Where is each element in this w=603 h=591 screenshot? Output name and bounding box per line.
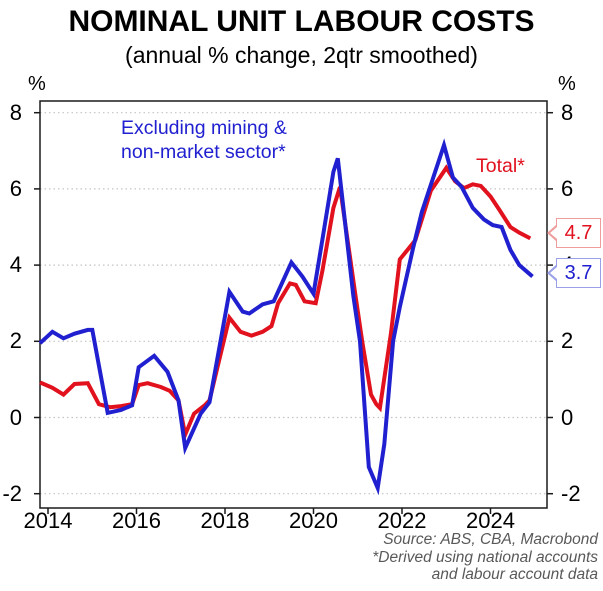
callout-arrow-left-icon-fill xyxy=(550,267,557,279)
series-line-excluding-mining xyxy=(38,138,534,496)
series-label-excluding-mining: Excluding mining & non-market sector* xyxy=(121,117,287,164)
x-axis-label-2020: 2020 xyxy=(289,508,338,533)
x-axis-label-2018: 2018 xyxy=(200,508,250,533)
y-axis-label-left-2: 2 xyxy=(9,328,22,354)
source-note: Source: ABS, CBA, Macrobond *Derived usi… xyxy=(372,531,598,584)
callout-arrow-left-icon-fill xyxy=(550,227,557,239)
x-axis-label-2022: 2022 xyxy=(377,508,427,533)
y-axis-label-left--2: -2 xyxy=(2,480,22,506)
y-axis-unit-left: % xyxy=(28,73,46,95)
y-axis-label-left-6: 6 xyxy=(9,175,22,201)
y-axis-label-left-0: 0 xyxy=(9,404,22,430)
plot-frame xyxy=(39,100,548,509)
y-axis-label-right-8: 8 xyxy=(561,99,574,125)
y-axis-label-right--2: -2 xyxy=(561,480,581,506)
series-label-total: Total* xyxy=(476,155,525,177)
source-line-3: and labour account data xyxy=(431,566,598,583)
y-axis-label-right-6: 6 xyxy=(561,175,574,201)
series-label-excluding-mining-line2: non-market sector* xyxy=(121,140,286,163)
x-axis-label-2014: 2014 xyxy=(23,508,73,533)
y-axis-label-right-2: 2 xyxy=(561,328,574,354)
y-axis-unit-right: % xyxy=(558,73,576,95)
y-axis-label-left-8: 8 xyxy=(9,99,22,125)
x-axis-label-2016: 2016 xyxy=(112,508,161,533)
chart-title: NOMINAL UNIT LABOUR COSTS xyxy=(68,5,535,38)
x-axis-label-2024: 2024 xyxy=(466,508,515,533)
source-line-2: *Derived using national accounts xyxy=(372,548,598,566)
source-line-1: Source: ABS, CBA, Macrobond xyxy=(383,531,598,548)
end-value-callout-total: 4.7 xyxy=(547,218,601,248)
chart-subtitle: (annual % change, 2qtr smoothed) xyxy=(125,42,478,68)
end-value-total: 4.7 xyxy=(556,218,601,248)
y-axis-label-left-4: 4 xyxy=(9,252,22,278)
end-value-callout-excluding: 3.7 xyxy=(547,258,601,288)
end-value-excluding: 3.7 xyxy=(556,258,601,288)
series-line-total xyxy=(39,164,532,442)
y-axis-label-right-0: 0 xyxy=(561,404,574,430)
series-label-excluding-mining-line1: Excluding mining & xyxy=(121,117,287,139)
